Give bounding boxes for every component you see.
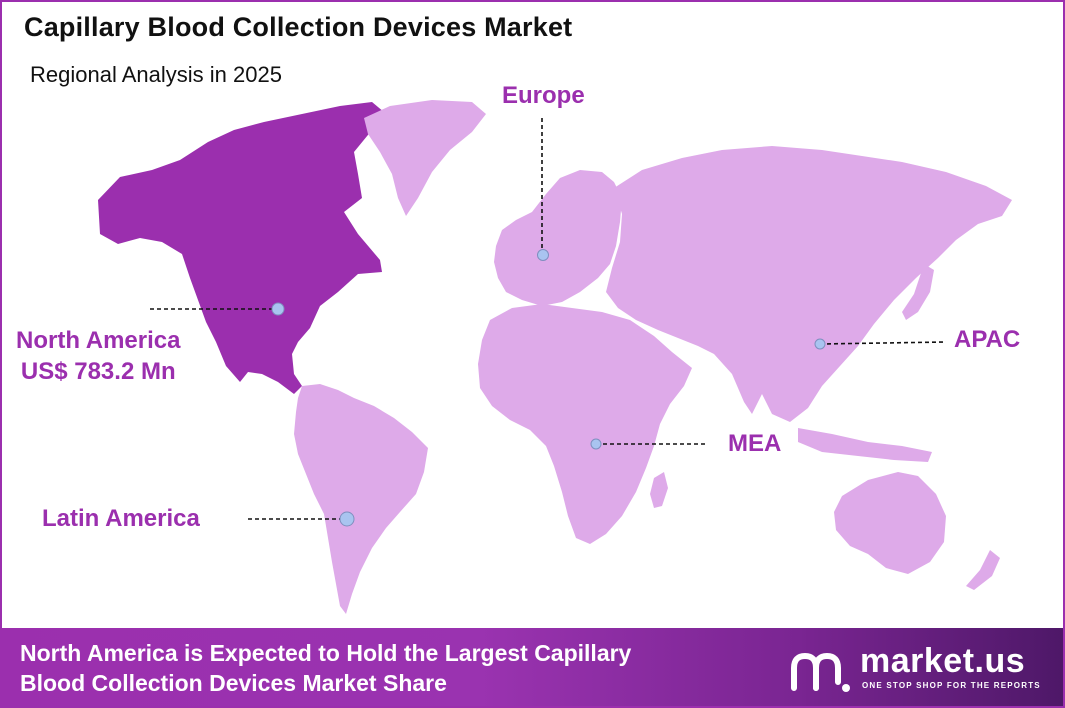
market-us-logo-icon[interactable] xyxy=(790,648,852,694)
label-north-america-name: North America xyxy=(16,327,181,354)
region-madagascar xyxy=(650,472,668,508)
region-greenland xyxy=(364,100,486,216)
region-japan xyxy=(902,264,934,320)
marker-north-america[interactable] xyxy=(271,302,285,316)
region-mea[interactable] xyxy=(478,304,692,544)
marker-europe[interactable] xyxy=(537,249,549,261)
label-apac: APAC xyxy=(954,326,1021,353)
label-north-america: North America US$ 783.2 Mn xyxy=(16,325,180,387)
page-subtitle: Regional Analysis in 2025 xyxy=(30,62,282,87)
logo-wordmark[interactable]: market.us xyxy=(860,642,1026,680)
marker-latin-america[interactable] xyxy=(339,511,355,527)
footer-line-2: Blood Collection Devices Market Share xyxy=(20,670,447,696)
marker-mea[interactable] xyxy=(590,438,602,450)
page-title: Capillary Blood Collection Devices Marke… xyxy=(24,12,573,42)
region-indonesia xyxy=(798,428,932,462)
label-europe: Europe xyxy=(502,82,585,109)
region-new-zealand xyxy=(966,550,1000,590)
label-mea: MEA xyxy=(728,430,782,457)
footer-banner: North America is Expected to Hold the La… xyxy=(2,628,1063,706)
region-australia xyxy=(834,472,946,574)
region-latin-america[interactable] xyxy=(294,384,428,614)
region-europe[interactable] xyxy=(494,170,622,306)
region-apac[interactable] xyxy=(606,146,1012,422)
label-north-america-value: US$ 783.2 Mn xyxy=(20,358,176,385)
leader-line-apac xyxy=(819,341,947,345)
region-north-america[interactable] xyxy=(98,102,384,394)
marker-apac[interactable] xyxy=(814,338,826,350)
logo-tagline: ONE STOP SHOP FOR THE REPORTS xyxy=(862,681,1041,690)
footer-headline: North America is Expected to Hold the La… xyxy=(20,638,631,698)
world-map xyxy=(98,100,1012,614)
label-latin-america: Latin America xyxy=(42,505,200,532)
footer-line-1: North America is Expected to Hold the La… xyxy=(20,640,632,666)
